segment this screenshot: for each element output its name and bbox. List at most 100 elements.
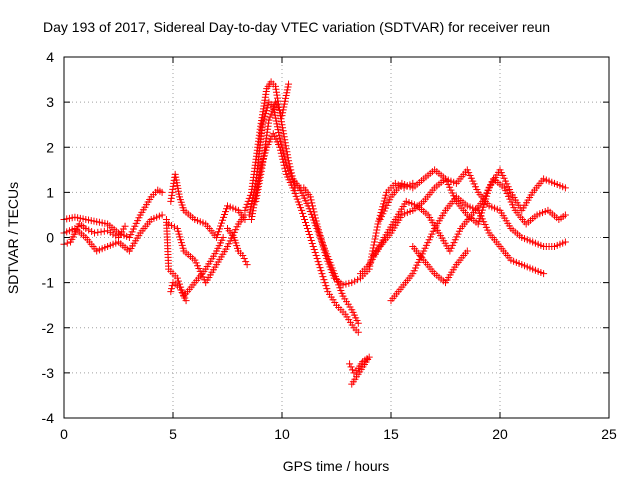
- data-point: [271, 82, 279, 90]
- data-point: [218, 219, 226, 227]
- x-tick-label: 15: [383, 426, 399, 442]
- data-point: [88, 227, 96, 235]
- data-point: [302, 221, 310, 229]
- data-point: [266, 113, 274, 121]
- data-series: [60, 220, 129, 248]
- data-point: [347, 363, 355, 371]
- x-tick-label: 20: [492, 426, 508, 442]
- data-point: [276, 134, 284, 142]
- data-point: [278, 112, 286, 120]
- data-point: [282, 145, 290, 153]
- data-point: [283, 151, 291, 159]
- data-point: [285, 157, 293, 165]
- data-point: [280, 161, 288, 169]
- data-point: [561, 211, 569, 219]
- data-point: [272, 117, 280, 125]
- data-point: [85, 226, 93, 234]
- data-point: [241, 206, 249, 214]
- x-tick-label: 10: [274, 426, 290, 442]
- y-tick-label: -2: [42, 320, 55, 336]
- data-point: [280, 130, 288, 138]
- data-point: [243, 261, 251, 269]
- data-point: [463, 247, 471, 255]
- data-point: [267, 110, 275, 118]
- data-point: [354, 276, 362, 284]
- data-point: [168, 285, 176, 293]
- data-point: [315, 261, 323, 269]
- data-point: [278, 121, 286, 129]
- data-series: [370, 175, 569, 260]
- data-point: [257, 170, 265, 178]
- data-point: [277, 149, 285, 157]
- data-point: [250, 204, 258, 212]
- data-point: [279, 106, 287, 114]
- data-point: [257, 167, 265, 175]
- data-point: [375, 217, 383, 225]
- data-point: [274, 126, 282, 134]
- data-point: [284, 83, 292, 91]
- data-point: [213, 234, 221, 241]
- data-point: [279, 155, 287, 163]
- data-point: [298, 206, 306, 214]
- y-tick-label: 3: [46, 94, 54, 110]
- plot-frame: [63, 56, 610, 419]
- data-point: [277, 118, 285, 126]
- data-point: [275, 128, 283, 136]
- data-point: [382, 191, 390, 199]
- data-point: [348, 380, 356, 388]
- data-point: [323, 285, 331, 293]
- data-point: [373, 226, 381, 234]
- x-axis-label: GPS time / hours: [283, 458, 390, 474]
- y-tick-label: 2: [46, 139, 54, 155]
- data-point: [219, 216, 227, 224]
- data-point: [370, 241, 378, 249]
- data-point: [313, 255, 321, 263]
- data-point: [255, 179, 263, 187]
- data-point: [381, 194, 389, 202]
- data-point: [310, 246, 318, 254]
- data-point: [252, 197, 260, 205]
- data-series: [167, 279, 190, 305]
- y-axis-label: SDTVAR / TECUs: [5, 182, 21, 294]
- data-point: [306, 193, 314, 201]
- data-point: [258, 164, 266, 172]
- data-point: [239, 252, 247, 260]
- data-series: [247, 130, 362, 336]
- data-point: [170, 223, 178, 231]
- data-point: [100, 227, 108, 235]
- data-series: [409, 243, 471, 287]
- data-point: [283, 89, 291, 97]
- data-point: [256, 173, 264, 181]
- data-point: [217, 222, 225, 230]
- data-point: [220, 213, 228, 221]
- data-point: [279, 124, 287, 132]
- data-point: [276, 143, 284, 151]
- data-point: [272, 114, 280, 122]
- data-point: [305, 230, 313, 238]
- data-point: [379, 200, 387, 208]
- data-point: [283, 86, 291, 94]
- data-point: [82, 224, 90, 232]
- data-point: [320, 276, 328, 284]
- data-point: [265, 116, 273, 124]
- data-point: [281, 164, 289, 172]
- data-series: [346, 353, 373, 388]
- data-point: [303, 224, 311, 232]
- data-point: [121, 222, 129, 230]
- data-point: [283, 148, 291, 156]
- data-point: [216, 225, 224, 233]
- data-point: [174, 277, 182, 285]
- data-point: [247, 215, 255, 223]
- data-point: [223, 205, 231, 213]
- data-point: [250, 201, 258, 209]
- data-point: [222, 208, 230, 216]
- data-point: [277, 146, 285, 154]
- data-point: [158, 211, 166, 219]
- data-point: [307, 237, 315, 245]
- data-point: [254, 185, 262, 193]
- data-point: [280, 100, 288, 108]
- data-point: [354, 319, 362, 327]
- data-point: [281, 139, 289, 147]
- data-point: [285, 160, 293, 168]
- data-point: [280, 133, 288, 141]
